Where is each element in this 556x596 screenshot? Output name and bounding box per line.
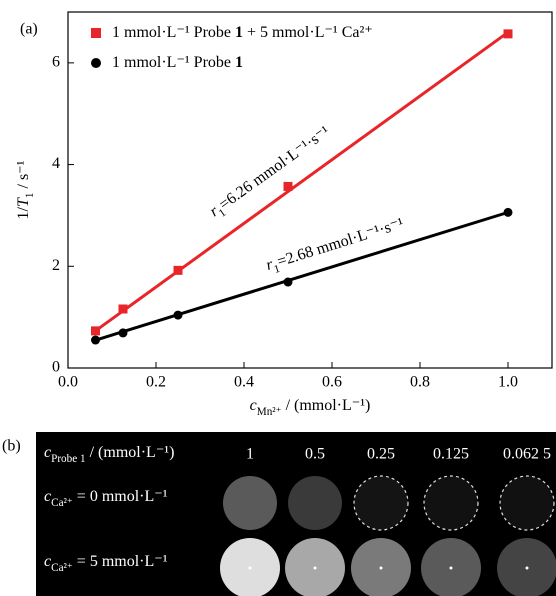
marker — [174, 311, 183, 320]
phantom-image — [354, 476, 408, 530]
text-segment: 1 — [235, 54, 243, 71]
phantom-image — [500, 476, 554, 530]
text-segment: + 5 mmol·L⁻¹ Ca²⁺ — [243, 24, 373, 41]
marker — [284, 278, 293, 287]
marker — [119, 305, 128, 314]
phantom-image — [223, 476, 277, 530]
y-axis-title: 1/T1 / s⁻¹ — [15, 160, 36, 219]
phantom-image — [288, 476, 342, 530]
text-segment: 1 — [235, 24, 243, 41]
legend-label: 1 mmol·L⁻¹ Probe 1 — [112, 54, 243, 71]
phantom-spot — [380, 567, 383, 570]
legend-marker — [91, 58, 101, 68]
phantom-spot — [526, 567, 529, 570]
y-tick-label: 4 — [52, 155, 60, 172]
x-tick-label: 0.4 — [234, 374, 254, 391]
marker — [174, 266, 183, 275]
text-segment: = 0 mmol·L⁻¹ — [73, 488, 168, 505]
text-segment: Ca²⁺ — [51, 562, 73, 574]
text-segment: 1 mmol·L⁻¹ Probe — [112, 54, 235, 71]
text-segment: c — [44, 553, 51, 570]
legend-marker — [91, 28, 101, 38]
phantom-spot — [249, 567, 252, 570]
text-segment: / s⁻¹ — [15, 160, 32, 192]
text-segment: c — [44, 488, 51, 505]
text-segment: =2.68 mmol·L⁻¹·s⁻¹ — [275, 215, 406, 271]
column-label: 0.5 — [305, 446, 325, 463]
phantom-image — [424, 476, 478, 530]
column-label: 0.25 — [367, 446, 395, 463]
annotation: r1=2.68 mmol·L⁻¹·s⁻¹ — [264, 215, 407, 278]
text-segment: Probe 1 — [51, 453, 86, 465]
text-segment: 1/ — [15, 206, 32, 219]
column-label: 1 — [246, 446, 254, 463]
text-segment: 1 mmol·L⁻¹ Probe — [112, 24, 235, 41]
x-tick-label: 0.2 — [146, 374, 166, 391]
x-tick-label: 1.0 — [498, 374, 518, 391]
page: (a) (b) 02460.00.20.40.60.81.0cMn²⁺ / (m… — [0, 0, 556, 596]
marker — [504, 29, 513, 38]
marker — [504, 208, 513, 217]
text-segment: / (mmol·L⁻¹) — [86, 444, 175, 461]
panel-label: (a) — [20, 21, 38, 38]
x-tick-label: 0.8 — [410, 374, 430, 391]
y-tick-label: 6 — [52, 54, 60, 71]
marker — [91, 336, 100, 345]
column-label: 0.125 — [433, 446, 469, 463]
text-segment: c — [44, 444, 51, 461]
marker — [91, 326, 100, 335]
text-segment: = 5 mmol·L⁻¹ — [73, 553, 168, 570]
figure: (a) (b) 02460.00.20.40.60.81.0cMn²⁺ / (m… — [0, 0, 556, 596]
x-axis-title: cMn²⁺ / (mmol·L⁻¹) — [250, 397, 371, 418]
text-segment: / (mmol·L⁻¹) — [282, 397, 371, 414]
text-segment: Ca²⁺ — [51, 497, 73, 509]
marker — [284, 182, 293, 191]
phantom-spot — [450, 567, 453, 570]
text-segment: =6.26 mmol·L⁻¹·s⁻¹ — [216, 123, 333, 213]
phantom-spot — [314, 567, 317, 570]
text-segment: c — [250, 397, 257, 414]
marker — [119, 328, 128, 337]
x-tick-label: 0.6 — [322, 374, 342, 391]
panel-label: (b) — [2, 438, 21, 455]
fit-line — [96, 32, 509, 330]
legend-label: 1 mmol·L⁻¹ Probe 1 + 5 mmol·L⁻¹ Ca²⁺ — [112, 24, 373, 41]
x-tick-label: 0.0 — [58, 374, 78, 391]
fit-line — [96, 212, 509, 340]
column-label: 0.062 5 — [503, 446, 551, 463]
y-tick-label: 2 — [52, 257, 60, 274]
text-segment: Mn²⁺ — [257, 406, 282, 418]
